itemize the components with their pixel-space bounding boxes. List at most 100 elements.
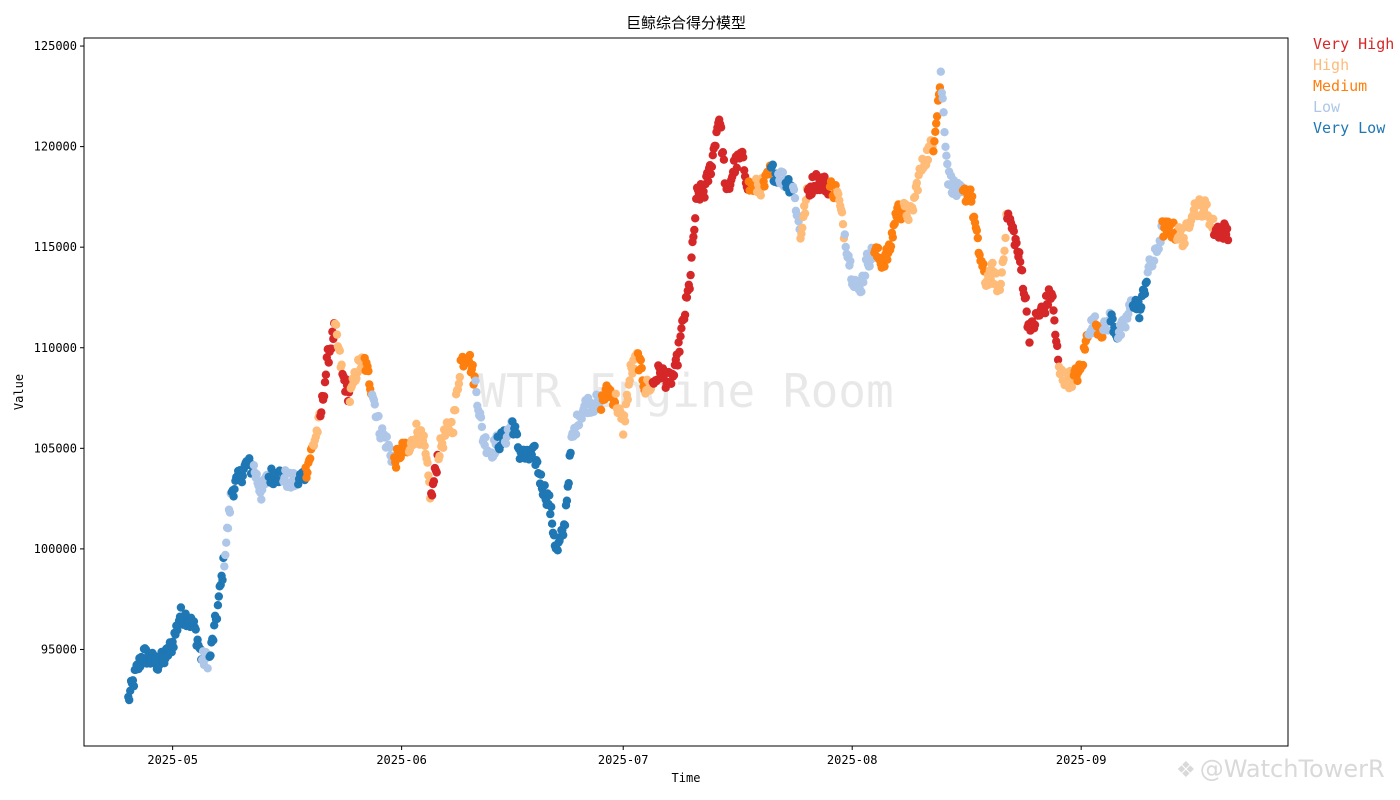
scatter-point <box>546 509 555 519</box>
scatter-point <box>238 471 247 481</box>
scatter-point <box>223 524 233 533</box>
scatter-point <box>447 417 456 427</box>
scatter-point <box>129 681 139 691</box>
y-axis-ticks: 95000 100000 105000 110000 115000 120000 12500… <box>34 39 84 656</box>
bottom-watermark-text: @WatchTowerR <box>1199 755 1385 783</box>
scatter-point <box>756 191 765 200</box>
scatter-point <box>716 123 726 132</box>
scatter-point <box>718 148 728 157</box>
plot-area-frame <box>83 37 1289 747</box>
scatter-point <box>667 379 676 388</box>
scatter-point <box>191 625 200 634</box>
scatter-point <box>636 355 645 365</box>
scatter-point <box>880 262 889 271</box>
scatter-point <box>941 142 950 151</box>
scatter-point <box>1025 338 1034 347</box>
scatter-point <box>465 350 475 360</box>
scatter-point <box>857 287 866 296</box>
scatter-point <box>364 366 373 376</box>
scatter-point <box>1202 200 1211 209</box>
scatter-point <box>988 258 997 268</box>
scatter-point <box>502 432 512 441</box>
scatter-point <box>229 492 238 501</box>
scatter-point <box>419 431 428 440</box>
scatter-point <box>860 271 870 280</box>
scatter-point <box>559 530 568 540</box>
scatter-point <box>214 592 223 601</box>
scatter-point <box>566 448 575 458</box>
scatter-point <box>760 182 769 191</box>
scatter-point <box>1012 238 1021 248</box>
scatter-point <box>249 461 259 470</box>
scatter-point <box>530 441 539 451</box>
scatter-point <box>252 469 261 479</box>
scatter-point <box>540 481 549 490</box>
scatter-point <box>700 193 709 202</box>
scatter-point <box>169 643 178 652</box>
scatter-point <box>501 439 511 448</box>
scatter-point <box>533 457 542 466</box>
scatter-point <box>218 575 227 585</box>
scatter-point <box>477 422 487 432</box>
scatter-point <box>1116 330 1126 340</box>
scatter-point <box>837 208 847 217</box>
legend: Very High High Medium Low Very Low <box>1313 34 1394 139</box>
scatter-point <box>968 192 977 201</box>
scatter-point <box>740 166 749 175</box>
scatter-point <box>435 451 444 461</box>
scatter-point <box>768 160 777 169</box>
scatter-point <box>972 226 981 235</box>
scatter-point <box>1121 323 1130 332</box>
scatter-point <box>1080 345 1090 354</box>
scatter-point <box>913 186 922 195</box>
scatter-point <box>873 243 883 253</box>
scatter-point <box>997 268 1006 277</box>
scatter-point <box>370 400 379 409</box>
scatter-point <box>691 214 700 223</box>
scatter-point <box>337 360 346 369</box>
scatter-point <box>562 496 572 505</box>
scatter-point <box>840 230 849 239</box>
x-axis-label: Time <box>672 771 701 785</box>
scatter-point <box>910 192 920 201</box>
scatter-point <box>1051 330 1060 339</box>
scatter-point <box>929 147 938 156</box>
scatter-point <box>619 430 628 439</box>
scatter-point <box>936 67 945 76</box>
scatter-point <box>317 408 326 417</box>
y-tick-label: 125000 <box>34 39 77 53</box>
scatter-point <box>306 454 315 463</box>
scatter-point <box>1015 248 1024 257</box>
scatter-point <box>451 406 460 415</box>
scatter-point <box>930 137 939 146</box>
scatter-point <box>1180 239 1189 248</box>
scatter-point <box>321 370 331 379</box>
y-tick-label: 120000 <box>34 140 77 154</box>
legend-item-low: Low <box>1313 98 1341 116</box>
scatter-point <box>611 389 620 398</box>
scatter-point <box>1108 314 1117 323</box>
scatter-point <box>1140 289 1150 299</box>
scatter-point <box>888 233 897 242</box>
scatter-point <box>382 432 391 441</box>
scatter-point <box>943 159 952 169</box>
chart-title: 巨鲸综合得分模型 <box>626 14 746 32</box>
scatter-point <box>966 185 975 194</box>
scatter-point <box>973 233 982 243</box>
scatter-point <box>890 219 899 228</box>
scatter-point <box>682 293 692 302</box>
legend-item-medium: Medium <box>1313 77 1368 95</box>
scatter-point <box>677 324 686 333</box>
scatter-point <box>687 253 696 262</box>
scatter-point <box>209 636 218 645</box>
scatter-point <box>610 398 620 407</box>
scatter-point <box>455 372 464 382</box>
y-tick-label: 105000 <box>34 441 77 455</box>
scatter-point <box>865 261 874 271</box>
scatter-point <box>689 232 698 241</box>
scatter-point <box>939 108 948 117</box>
scatter-point <box>1049 306 1058 315</box>
scatter-point <box>1017 266 1027 275</box>
scatter-point <box>904 215 913 225</box>
